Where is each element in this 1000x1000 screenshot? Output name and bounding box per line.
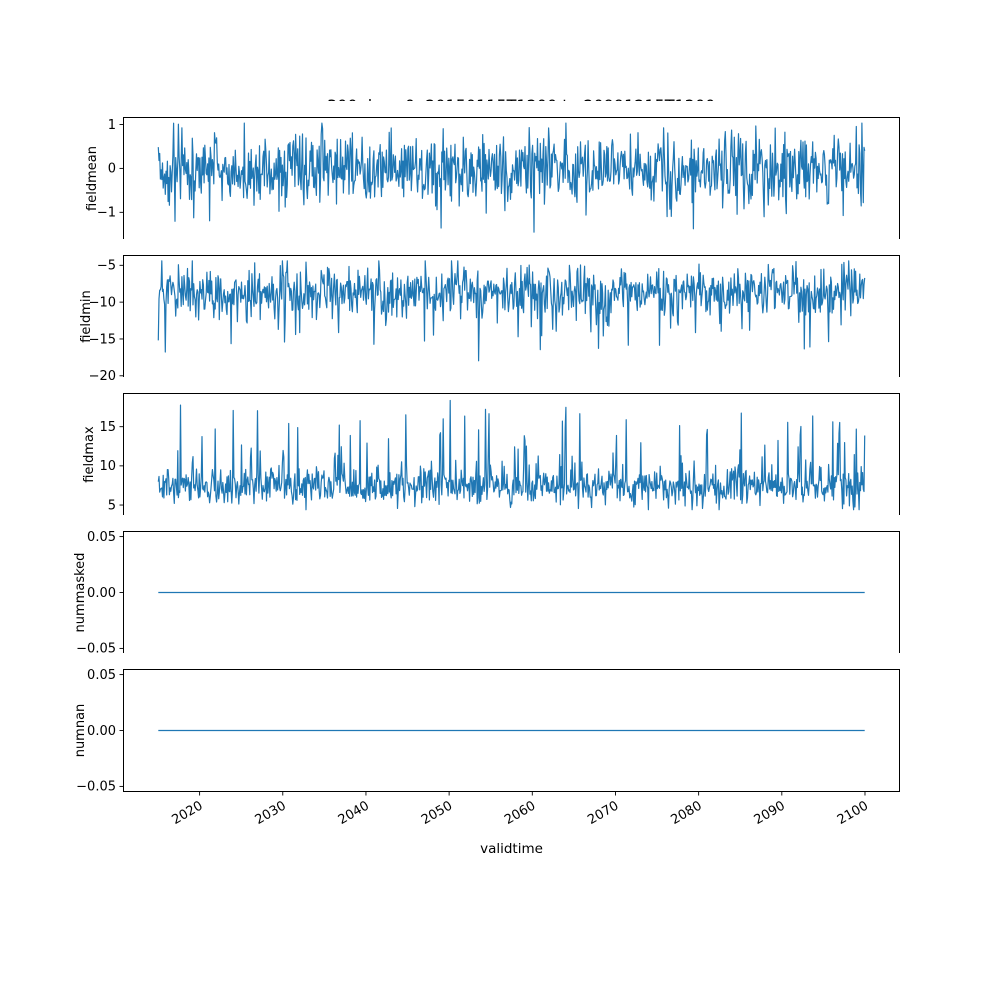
svg-text:10: 10 (99, 459, 116, 474)
fieldmax-y-axis-label: fieldmax (82, 426, 97, 483)
fieldmin-y-axis-label: fieldmin (79, 290, 94, 343)
fieldmean-y-axis-label: fieldmean (85, 146, 100, 211)
svg-text:0: 0 (108, 162, 116, 177)
svg-text:−15: −15 (89, 332, 116, 347)
svg-text:−1: −1 (97, 206, 116, 221)
svg-text:−0.05: −0.05 (76, 780, 116, 795)
svg-text:2030: 2030 (253, 798, 289, 828)
svg-text:−20: −20 (89, 369, 116, 384)
svg-text:0.00: 0.00 (87, 724, 116, 739)
svg-text:5: 5 (108, 498, 116, 513)
subplot-numnan: 0.05 0.00 −0.05 2020 2030 2040 2050 2060 2070 208… (73, 653, 902, 828)
svg-text:−5: −5 (97, 259, 116, 274)
svg-text:−0.05: −0.05 (76, 642, 116, 657)
svg-text:2090: 2090 (752, 798, 788, 828)
svg-text:15: 15 (99, 420, 116, 435)
nummasked-y-axis-label: nummasked (73, 553, 88, 633)
svg-text:2050: 2050 (419, 798, 455, 828)
svg-text:2040: 2040 (336, 798, 372, 828)
numnan-y-axis-label: numnan (73, 704, 88, 758)
svg-text:−10: −10 (89, 295, 116, 310)
x-axis-label: validtime (480, 841, 543, 857)
svg-text:2070: 2070 (585, 798, 621, 828)
svg-text:0.00: 0.00 (87, 586, 116, 601)
svg-text:2020: 2020 (169, 798, 205, 828)
numnan-plot-area: 0.05 0.00 −0.05 2020 2030 2040 2050 2060 2070 208… (76, 653, 902, 828)
svg-text:2060: 2060 (502, 798, 538, 828)
svg-text:0.05: 0.05 (87, 530, 116, 545)
svg-text:2080: 2080 (668, 798, 704, 828)
svg-text:1: 1 (108, 118, 116, 133)
svg-text:2100: 2100 (835, 798, 871, 828)
svg-text:0.05: 0.05 (87, 668, 116, 683)
